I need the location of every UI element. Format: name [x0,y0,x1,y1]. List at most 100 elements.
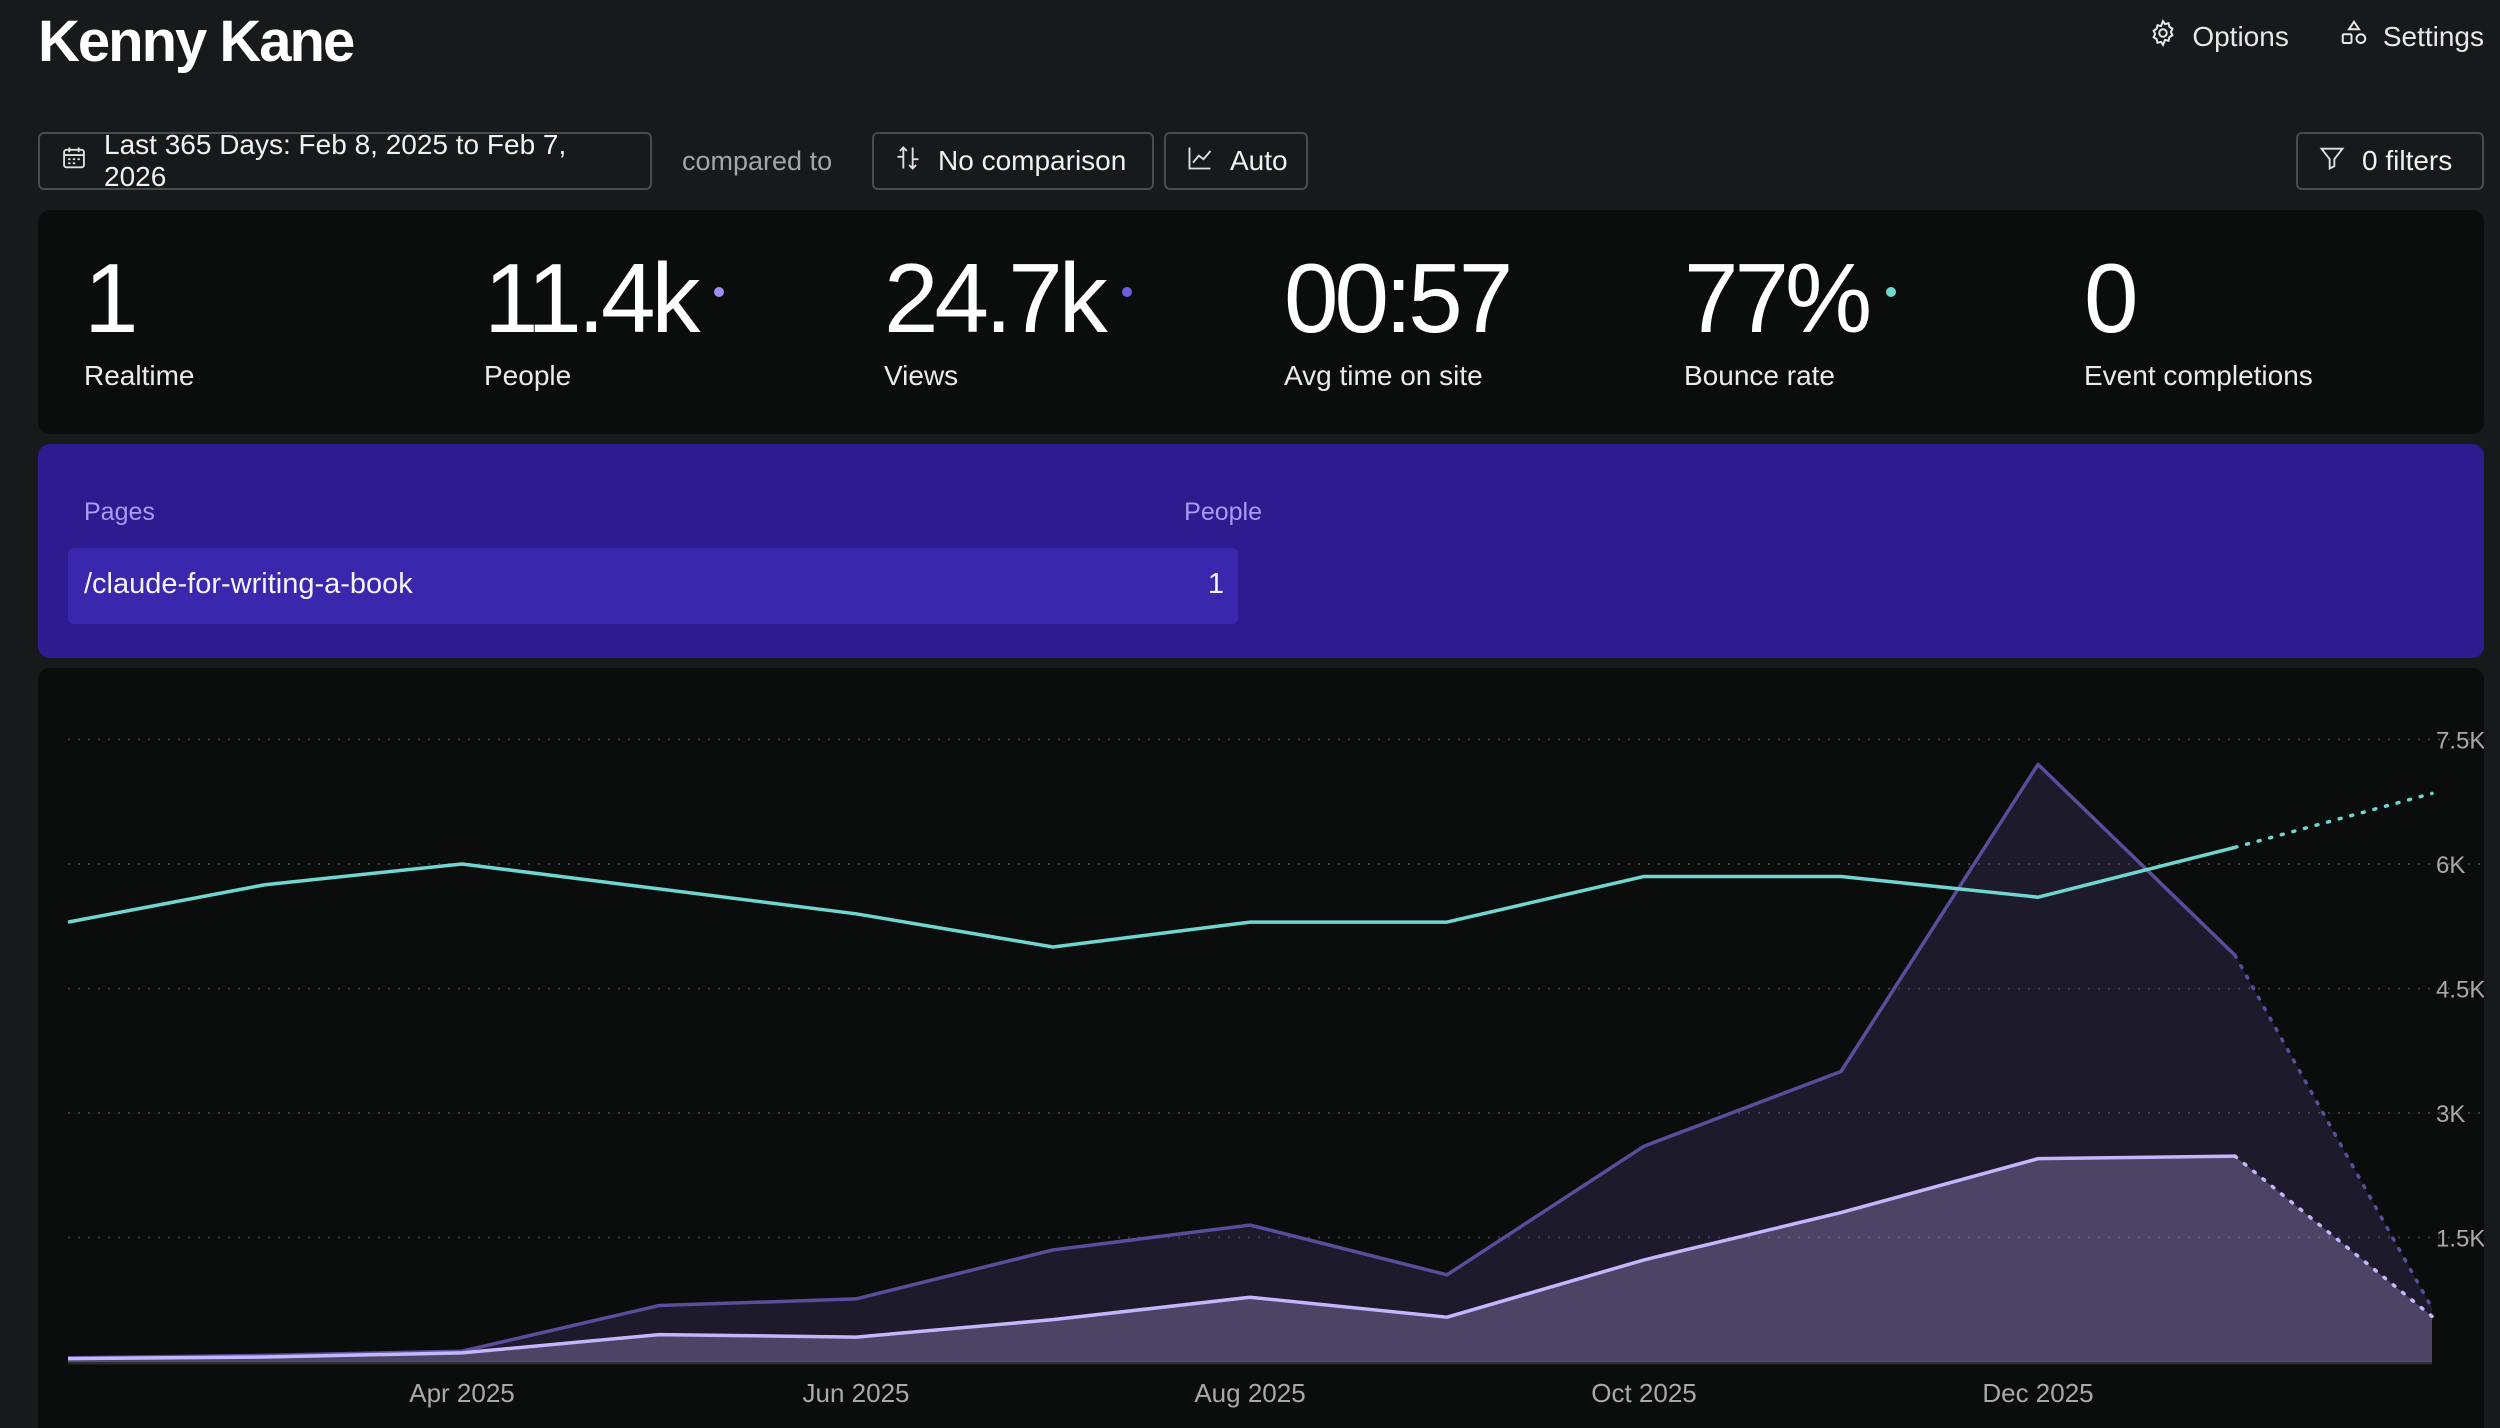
views-point [1445,1273,1449,1277]
people-point [1051,1318,1055,1322]
bounce-point [460,862,464,866]
stat-label: Event completions [2084,360,2313,391]
people-point [2036,1157,2040,1161]
pages-column-header: Pages [84,498,155,526]
bounce-point [2233,845,2237,849]
stat-label: Views [884,360,959,391]
calendar-icon [60,144,88,179]
views-point [2233,953,2237,957]
bounce-point [1642,874,1646,878]
comparison-button[interactable]: No comparison [872,132,1154,190]
x-tick-label: Apr 2025 [409,1378,515,1408]
views-point [1642,1144,1646,1148]
stat-people[interactable]: 11.4k People [484,248,725,392]
bounce-point [263,883,267,887]
bounce-line [67,845,2236,949]
people-point [460,1351,464,1355]
bounce-point [1051,945,1055,949]
stat-value: 24.7k [884,248,1132,348]
line-chart-icon [1186,144,1214,179]
stats-panel: 1 Realtime 11.4k People 24.7k Views 00:5… [38,210,2484,434]
series-dot [1121,287,1132,297]
header-actions: Options Settings [2148,18,2484,55]
compare-arrows-icon [894,144,922,179]
stat-value: 11.4k [484,248,725,348]
settings-button[interactable]: Settings [2339,18,2484,55]
page-path: /claude-for-writing-a-book [84,568,413,600]
people-point [1445,1315,1449,1319]
people-point [854,1335,858,1339]
people-point [66,1357,70,1361]
people-line [67,1154,2236,1361]
stat-value: 0 [2084,243,2138,353]
shapes-icon [2339,18,2369,55]
filters-button[interactable]: 0 filters [2296,132,2484,190]
views-point [1839,1070,1843,1074]
bounce-point [1839,874,1843,878]
views-point [1051,1248,1055,1252]
bounce-point [854,912,858,916]
interval-label: Auto [1230,145,1288,176]
toolbar: Last 365 Days: Feb 8, 2025 to Feb 7, 202… [38,129,2484,194]
people-point [1642,1258,1646,1262]
options-label: Options [2192,20,2289,52]
bounce-point [1445,920,1449,924]
x-tick-label: Aug 2025 [1194,1378,1305,1408]
series-dot [714,287,725,297]
date-range-label: Last 365 Days: Feb 8, 2025 to Feb 7, 202… [104,129,567,192]
bounce-point [657,887,661,891]
stat-realtime[interactable]: 1 Realtime [84,248,194,392]
x-tick-label: Oct 2025 [1591,1378,1697,1408]
options-button[interactable]: Options [2148,18,2289,55]
settings-label: Settings [2382,20,2484,52]
stat-bounce-rate[interactable]: 77% Bounce rate [1684,248,1897,392]
bounce-partial-line [2233,791,2434,850]
views-point [2430,1306,2434,1310]
people-point [263,1355,267,1359]
stat-label: Bounce rate [1684,360,1835,391]
stat-avg-time[interactable]: 00:57 Avg time on site [1284,243,1513,392]
filter-icon [2318,144,2346,179]
stat-event-completions[interactable]: 0 Event completions [2084,248,2313,392]
interval-button[interactable]: Auto [1164,132,1308,190]
series-dot [1886,287,1897,297]
people-point [2233,1154,2237,1158]
traffic-chart[interactable]: 1.5K 3K 4.5K 6K 7.5K Apr 2025 Jun 2025 Aug 2025… [38,668,2484,1428]
views-point [1248,1223,1252,1227]
stat-value: 1 [84,243,138,353]
stat-label: People [484,360,572,391]
stat-value: 77% [1684,248,1897,348]
gear-icon [2148,18,2178,55]
chart-panel: 1.5K 3K 4.5K 6K 7.5K Apr 2025 Jun 2025 Aug 2025… [38,668,2484,1428]
y-tick-label: 6K [2436,852,2465,879]
pages-table-header: Pages People [84,498,1262,527]
bounce-point [66,920,70,924]
filters-label: 0 filters [2362,145,2453,176]
bounce-point [2430,791,2434,795]
stat-label: Realtime [84,360,195,391]
x-tick-label: Dec 2025 [1982,1378,2093,1408]
stat-value: 00:57 [1284,243,1513,353]
pages-panel: Pages People /claude-for-writing-a-book … [38,444,2484,658]
people-point [1839,1211,1843,1215]
people-point [1248,1295,1252,1299]
views-partial-line [2233,953,2434,1310]
bounce-point [2036,895,2040,899]
page-people-count: 1 [1207,568,1224,600]
people-area [68,1156,2432,1362]
compared-to-label: compared to [682,146,833,176]
date-range-button[interactable]: Last 365 Days: Feb 8, 2025 to Feb 7, 202… [38,129,652,192]
y-tick-label: 4.5K [2436,977,2484,1004]
table-row[interactable]: /claude-for-writing-a-book 1 [68,548,1238,624]
stat-label: Avg time on site [1284,360,1483,391]
bounce-point [1248,920,1252,924]
x-tick-label: Jun 2025 [803,1378,910,1408]
y-tick-label: 1.5K [2436,1226,2484,1253]
people-column-header: People [1184,498,1262,526]
people-point [2430,1314,2434,1318]
stat-views[interactable]: 24.7k Views [884,248,1132,392]
y-tick-label: 3K [2436,1101,2465,1128]
views-point [2036,762,2040,766]
views-point [854,1297,858,1301]
